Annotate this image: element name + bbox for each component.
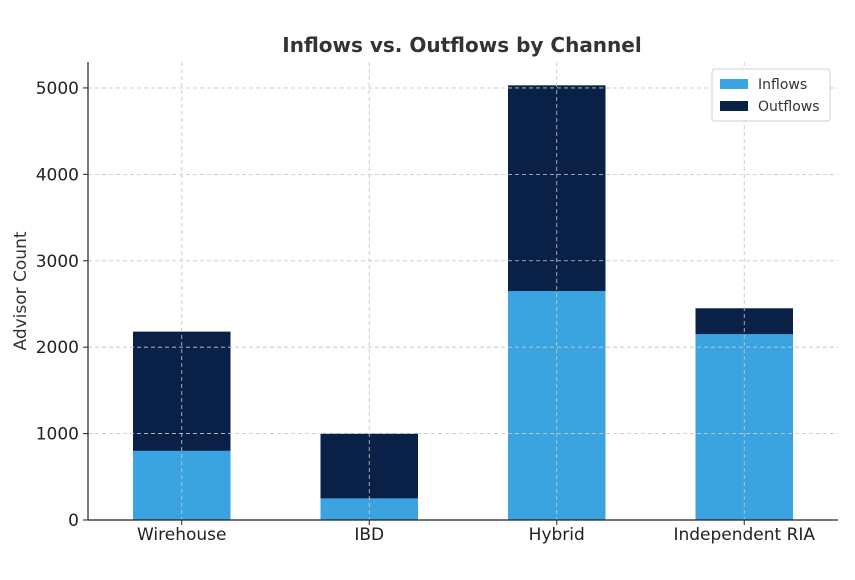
axes-layer: 0 1000 2000 3000 4000 5000 Wirehouse IBD Hybrid I… [36, 62, 838, 545]
y-tick-label: 5000 [36, 79, 79, 99]
y-tick-label: 1000 [36, 425, 79, 445]
y-tick-label: 0 [68, 511, 79, 531]
y-axis-label: Advisor Count [11, 231, 31, 350]
legend-swatch-outflows [720, 101, 748, 111]
x-tick-label: Independent RIA [673, 525, 815, 545]
legend-swatch-inflows [720, 79, 748, 89]
y-tick-label: 3000 [36, 252, 79, 272]
bar-outflows-ibd [320, 433, 418, 499]
x-tick-label: Wirehouse [137, 525, 227, 545]
legend: Inflows Outflows [711, 68, 831, 122]
bar-inflows-ibd [320, 498, 418, 520]
x-tick-label: IBD [354, 525, 384, 545]
y-tick-label: 2000 [36, 338, 79, 358]
bars-layer [88, 62, 838, 520]
y-tick-label: 4000 [36, 165, 79, 185]
legend-label-outflows: Outflows [758, 99, 820, 115]
x-tick-label: Hybrid [529, 525, 585, 545]
chart-title: Inflows vs. Outflows by Channel [282, 33, 641, 57]
legend-label-inflows: Inflows [758, 77, 807, 93]
